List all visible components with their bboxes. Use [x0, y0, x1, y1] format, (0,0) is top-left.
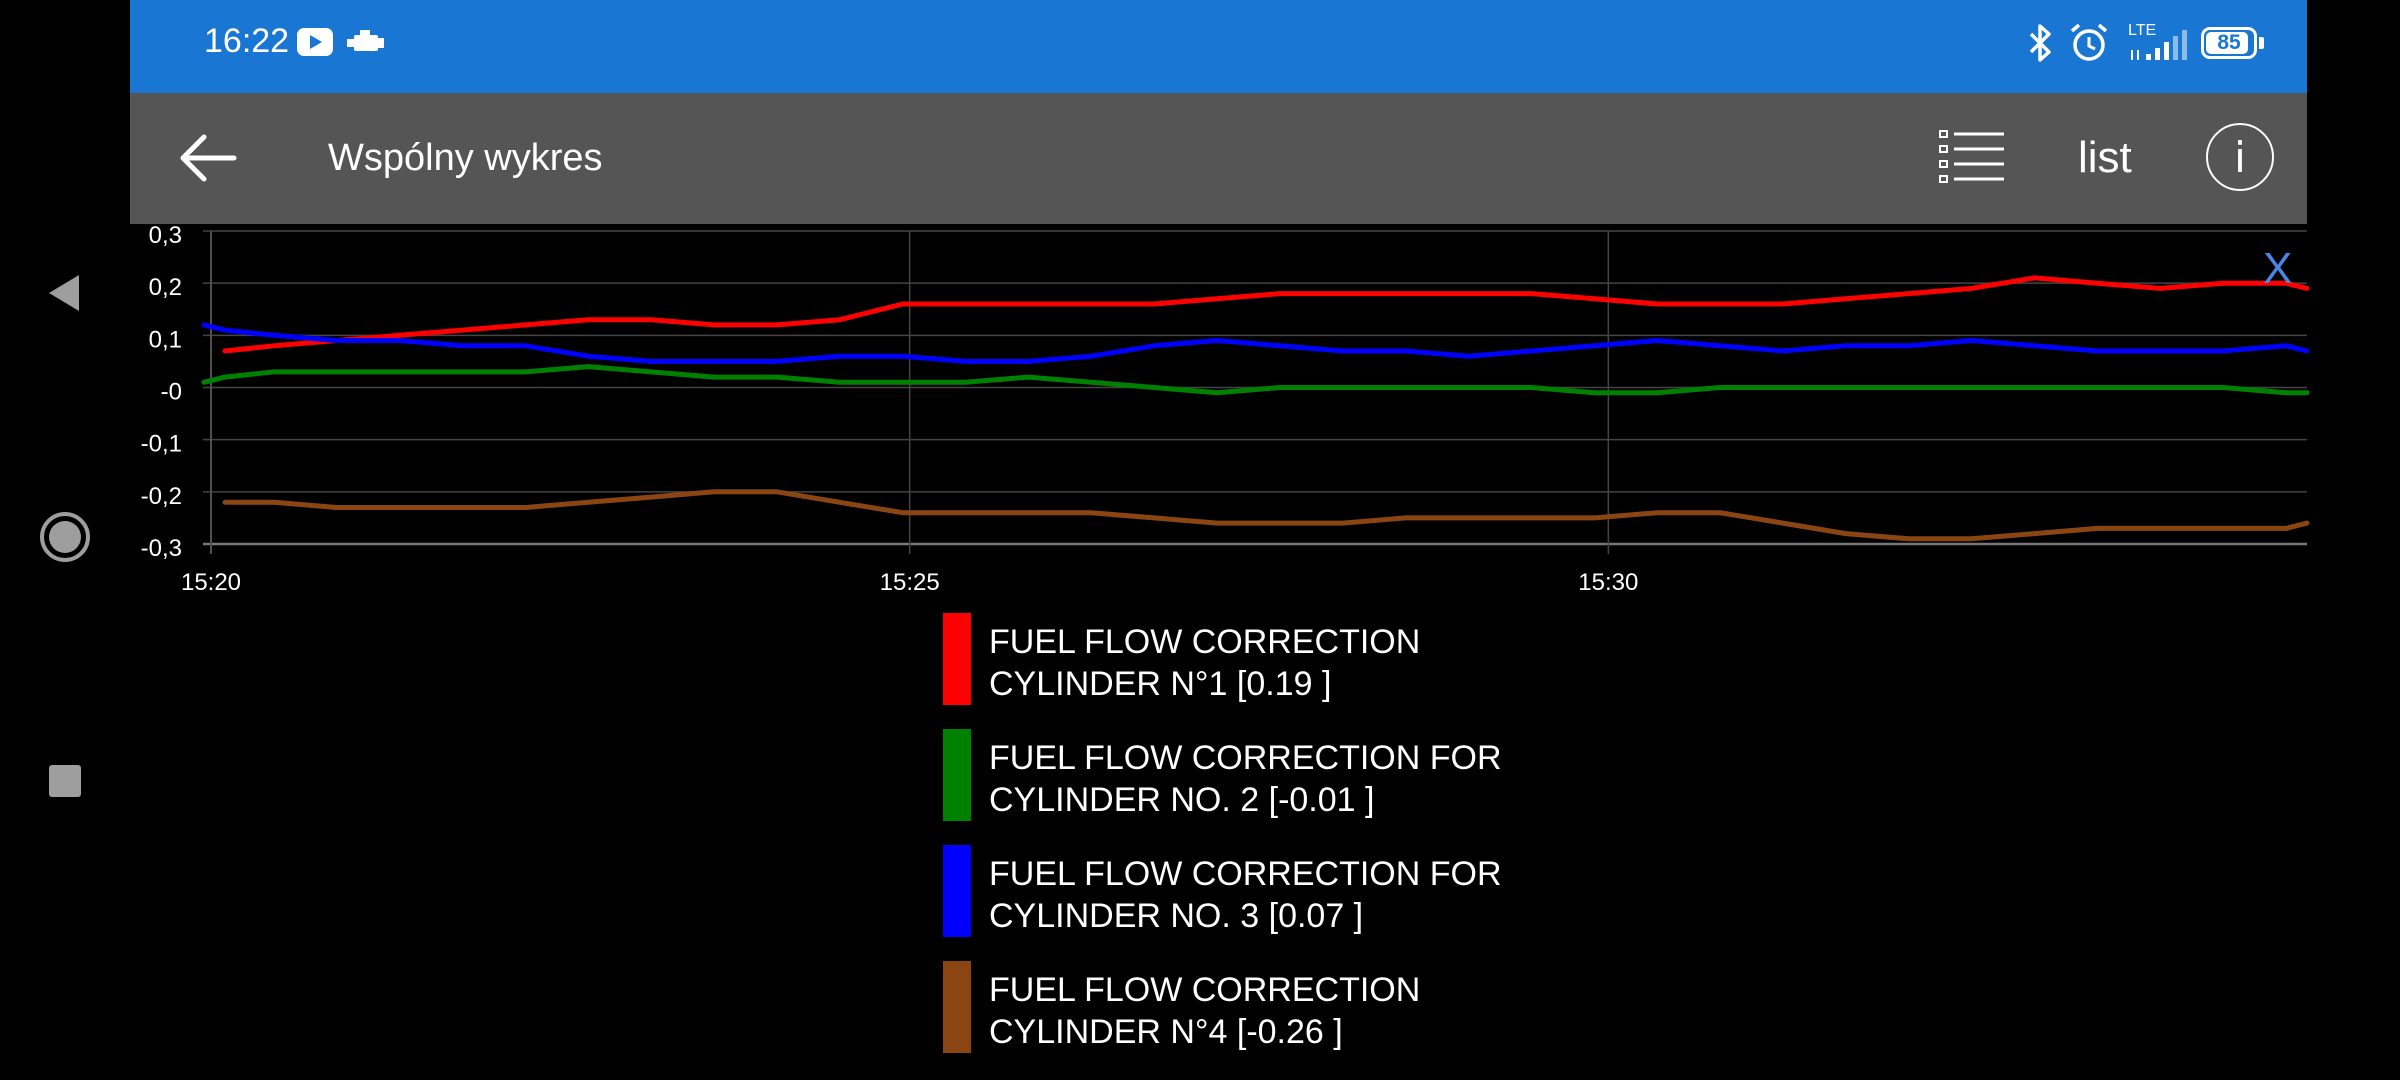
legend-swatch	[943, 961, 971, 1053]
back-arrow-icon[interactable]	[172, 123, 242, 193]
alarm-icon	[2070, 23, 2108, 61]
legend-label: FUEL FLOW CORRECTION FOR CYLINDER NO. 3 …	[989, 855, 1502, 935]
legend-label: FUEL FLOW CORRECTION CYLINDER N°1 [0.19 …	[989, 623, 1421, 703]
legend-swatch	[943, 845, 971, 937]
triangle-back-icon	[49, 275, 79, 311]
nav-recents-button[interactable]	[30, 746, 100, 816]
x-tick-label: 15:20	[181, 569, 241, 596]
legend-swatch	[943, 613, 971, 705]
legend-label: FUEL FLOW CORRECTION FOR CYLINDER NO. 2 …	[989, 739, 1502, 819]
line-chart[interactable]: 0,3 0,2 0,1 -0 -0,1 -0,2 -0,3 15:20 15:25 15:30	[0, 0, 2400, 600]
x-tick-label: 15:25	[880, 569, 940, 596]
y-tick-label: 0,2	[149, 274, 182, 301]
x-tick-label: 15:30	[1578, 569, 1638, 596]
y-tick-label: 0,1	[149, 326, 182, 353]
legend-item[interactable]: FUEL FLOW CORRECTION CYLINDER N°4 [-0.26…	[943, 961, 1503, 1053]
signal-icon	[2131, 30, 2187, 60]
legend-swatch	[943, 729, 971, 821]
engine-icon	[347, 30, 384, 51]
series-line-4	[222, 489, 2310, 542]
nav-back-button[interactable]	[30, 258, 100, 328]
y-tick-label: -0,2	[141, 483, 182, 510]
legend-item[interactable]: FUEL FLOW CORRECTION CYLINDER N°1 [0.19 …	[943, 613, 1503, 705]
series-line-2	[201, 364, 2310, 396]
bluetooth-icon	[2029, 24, 2051, 62]
list-button[interactable]: list	[2078, 133, 2132, 182]
series-line-3	[201, 322, 2310, 364]
list-view-icon[interactable]	[1938, 127, 2008, 189]
network-type-label: LTE	[2128, 22, 2157, 39]
y-tick-label: -0,1	[141, 431, 182, 458]
status-bar: 16:22 LTE 85	[130, 0, 2307, 93]
circle-home-icon	[40, 512, 90, 562]
info-icon: i	[2234, 132, 2246, 182]
info-button[interactable]: i	[2206, 123, 2274, 191]
system-nav-bar	[0, 0, 130, 1080]
y-tick-label: -0,3	[141, 535, 182, 562]
youtube-icon	[297, 28, 333, 56]
legend-item[interactable]: FUEL FLOW CORRECTION FOR CYLINDER NO. 3 …	[943, 845, 1503, 937]
legend-label: FUEL FLOW CORRECTION CYLINDER N°4 [-0.26…	[989, 971, 1421, 1051]
battery-level: 85	[2217, 31, 2241, 54]
close-chart-button[interactable]: X	[2263, 244, 2293, 293]
series-line-1	[222, 275, 2310, 354]
y-tick-label: 0,3	[149, 222, 182, 249]
status-time: 16:22	[204, 22, 290, 60]
page-title: Wspólny wykres	[328, 137, 603, 179]
y-tick-label: -0	[161, 379, 182, 406]
legend-item[interactable]: FUEL FLOW CORRECTION FOR CYLINDER NO. 2 …	[943, 729, 1503, 821]
nav-home-button[interactable]	[30, 502, 100, 572]
app-bar: Wspólny wykres list i	[130, 93, 2307, 224]
square-recents-icon	[49, 765, 81, 797]
battery-icon: 85	[2201, 27, 2257, 59]
